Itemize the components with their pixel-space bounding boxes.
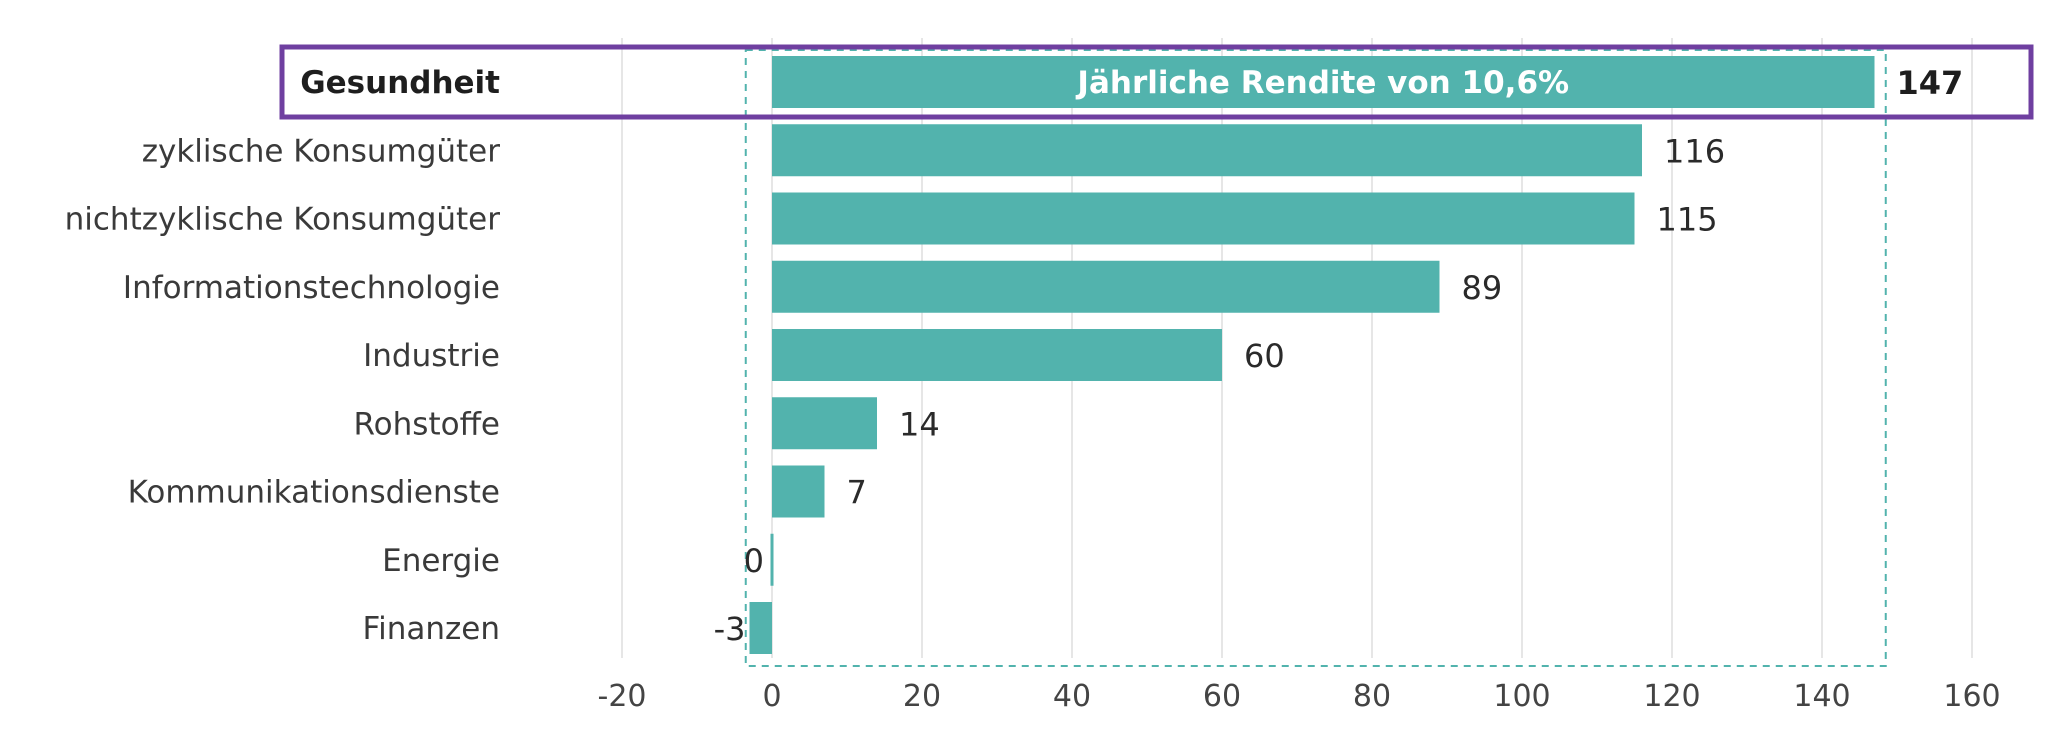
bars [749, 56, 1875, 654]
value-label-zyklische-konsumgueter: 116 [1664, 132, 1725, 170]
category-label-nichtzyklische-konsumgueter: nichtzyklische Konsumgüter [65, 202, 501, 238]
x-tick-label-160: 160 [1943, 679, 2000, 714]
bar-informationstechnologie [772, 260, 1440, 313]
bar-finanzen [749, 602, 772, 654]
value-label-gesundheit: 147 [1897, 64, 1964, 102]
x-tick-label-100: 100 [1493, 679, 1550, 714]
x-tick-label-20: 20 [903, 679, 941, 714]
category-label-informationstechnologie: Informationstechnologie [123, 270, 500, 306]
value-label-industrie: 60 [1244, 337, 1285, 375]
value-label-rohstoffe: 14 [899, 405, 940, 443]
frames [279, 44, 2034, 667]
bar-energie [770, 533, 774, 586]
category-label-industrie: Industrie [363, 338, 500, 374]
bar-gesundheit [772, 56, 1875, 108]
bar-nichtzyklische-konsumgueter [772, 192, 1635, 245]
value-label-kommunikationsdienste: 7 [847, 474, 867, 512]
highlight-frame [279, 44, 2034, 120]
value-label-informationstechnologie: 89 [1462, 269, 1503, 307]
highlight-annotation: Jährliche Rendite von 10,6% [1075, 65, 1569, 101]
bar-industrie [772, 329, 1222, 381]
bar-rohstoffe [772, 397, 877, 450]
x-tick-label-60: 60 [1203, 679, 1241, 714]
value-label-finanzen: -3 [714, 610, 746, 648]
x-tick-label-80: 80 [1353, 679, 1391, 714]
x-tick-label-20: -20 [598, 679, 647, 714]
value-label-nichtzyklische-konsumgueter: 115 [1657, 201, 1718, 239]
category-label-zyklische-konsumgueter: zyklische Konsumgüter [142, 133, 501, 169]
x-tick-label-0: 0 [762, 679, 781, 714]
dashed-range-box [744, 49, 1887, 667]
category-label-gesundheit: Gesundheit [300, 65, 500, 101]
x-tick-label-140: 140 [1793, 679, 1850, 714]
x-tick-label-120: 120 [1643, 679, 1700, 714]
bar-zyklische-konsumgueter [772, 124, 1642, 177]
category-label-energie: Energie [382, 543, 500, 579]
value-label-energie: 0 [744, 542, 764, 580]
category-label-finanzen: Finanzen [363, 611, 500, 647]
x-tick-label-40: 40 [1053, 679, 1091, 714]
category-label-rohstoffe: Rohstoffe [354, 406, 500, 442]
category-label-kommunikationsdienste: Kommunikationsdienste [128, 475, 500, 511]
bar-kommunikationsdienste [772, 465, 825, 518]
